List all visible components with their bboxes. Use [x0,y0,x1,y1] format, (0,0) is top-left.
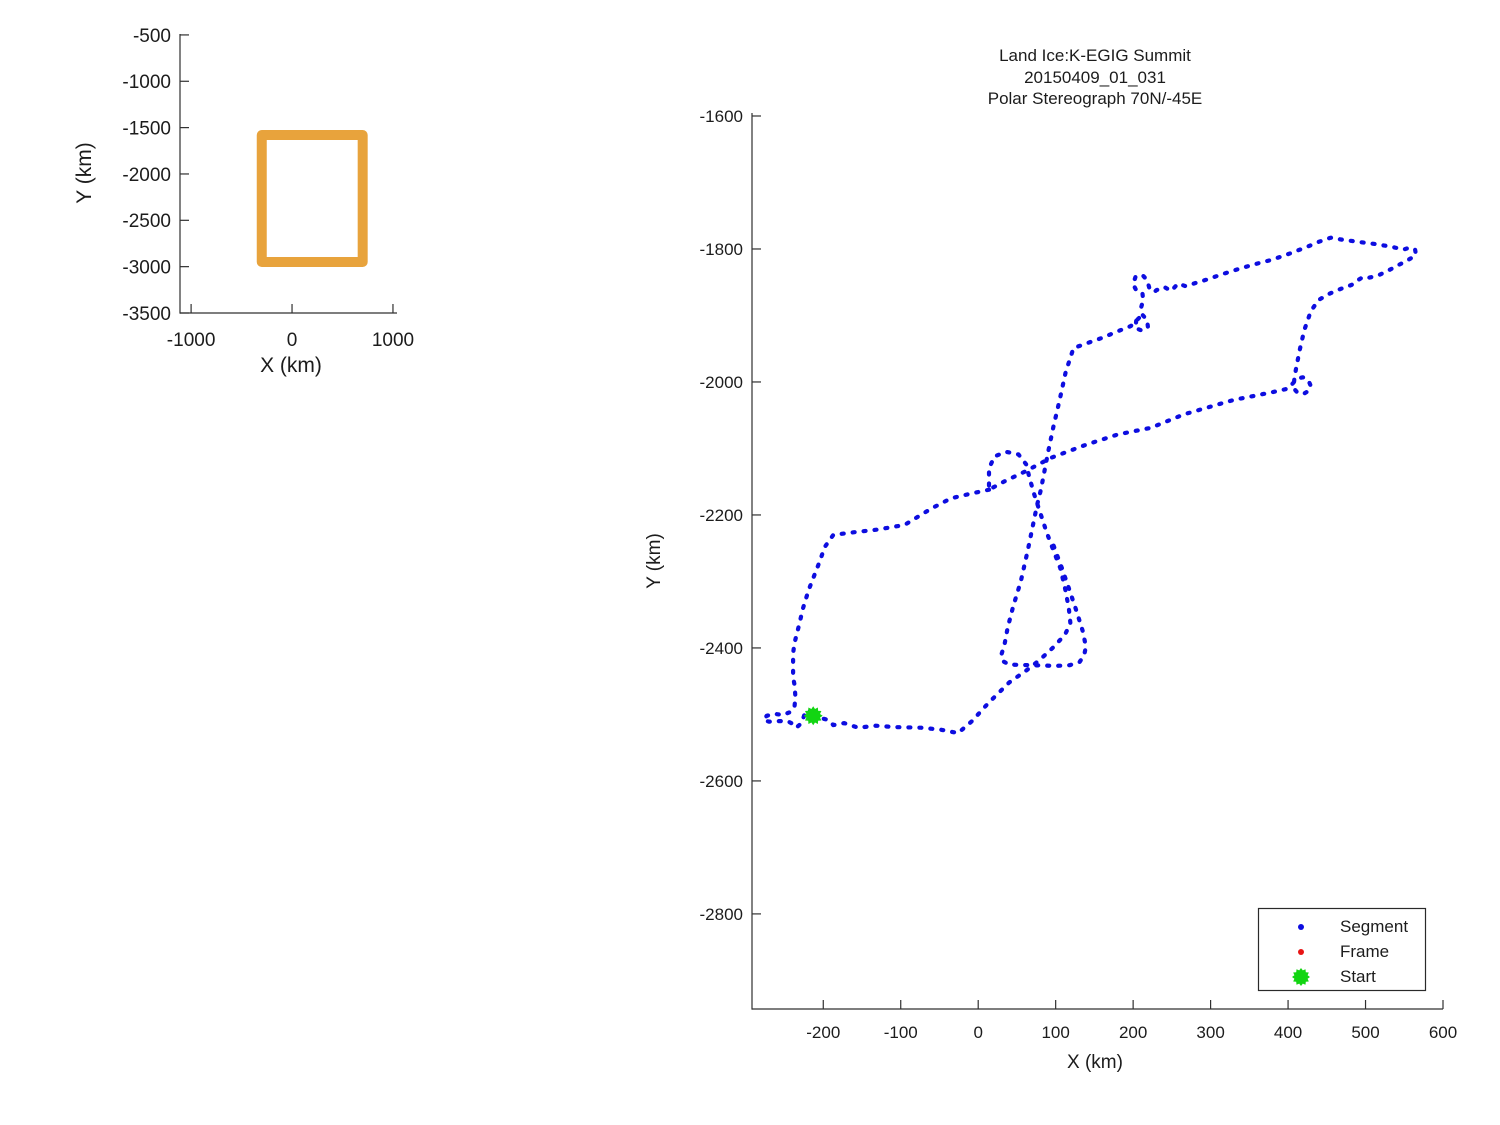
y-tick-label: -3000 [122,257,171,278]
y-tick-label: -2400 [700,639,743,658]
overview-plot: -1000 0 1000 -500 -1000 -1500 -2000 -2500 -3000 -… [122,26,414,351]
y-tick-label: -500 [133,26,171,47]
x-tick-label: 200 [1119,1023,1147,1042]
y-tick-label: -2800 [700,905,743,924]
y-tick-label: -1600 [700,107,743,126]
x-tick-label: 0 [973,1023,982,1042]
x-tick-label: 500 [1351,1023,1379,1042]
main-plot-title-line-2: 20150409_01_031 [1024,67,1166,87]
tick-labels: -200 -100 0 100 200 300 400 500 600 -1600 -1800 -20… [700,107,1458,1042]
x-tick-label: -200 [806,1023,840,1042]
x-tick-label: 600 [1429,1023,1457,1042]
x-tick-label: 300 [1196,1023,1224,1042]
tick-labels: -1000 0 1000 -500 -1000 -1500 -2000 -2500 -3000 -… [122,26,414,351]
x-tick-label: 0 [287,330,298,351]
main-plot-title-line-1: Land Ice:K-EGIG Summit [999,46,1191,65]
legend-frame-marker [1298,949,1304,955]
legend-box [1257,907,1427,992]
main-xaxis-label: X (km) [1067,1052,1123,1073]
y-tick-label: -1500 [122,118,171,139]
main-plot: -200 -100 0 100 200 300 400 500 600 -1600 -1800 -20… [700,107,1458,1042]
segment-track-stroke [761,487,992,730]
main-plot-title: Land Ice:K-EGIG Summit 20150409_01_031 P… [845,45,1345,110]
y-tick-label: -2000 [700,373,743,392]
x-tick-label: 400 [1274,1023,1302,1042]
overview-xaxis-label: X (km) [260,354,322,377]
x-tick-label: 1000 [372,330,414,351]
overview-yaxis-label: Y (km) [73,142,96,204]
legend-label-start: Start [1340,967,1376,986]
axes [179,34,397,314]
legend-segment-marker [1298,924,1304,930]
y-tick-label: -3500 [122,304,171,325]
x-tick-label: 100 [1041,1023,1069,1042]
start-marker [803,706,823,726]
y-tick-label: -2200 [700,506,743,525]
y-tick-label: -1000 [122,72,171,93]
y-tick-label: -2600 [700,772,743,791]
overview-region-box [256,130,368,268]
axes [751,113,1444,1010]
y-tick-label: -2500 [122,211,171,232]
y-tick-label: -2000 [122,165,171,186]
legend-label-segment: Segment [1340,917,1409,936]
legend-start-marker [1292,968,1310,986]
legend-label-frame: Frame [1340,942,1390,961]
main-plot-title-line-3: Polar Stereograph 70N/-45E [987,89,1203,108]
y-tick-label: -1800 [700,240,743,259]
flight-track [761,235,1418,736]
x-tick-label: -100 [884,1023,918,1042]
main-yaxis-label: Y (km) [644,533,665,589]
x-tick-label: -1000 [167,330,216,351]
legend [1257,907,1427,992]
segment-track-stroke [811,235,1418,736]
